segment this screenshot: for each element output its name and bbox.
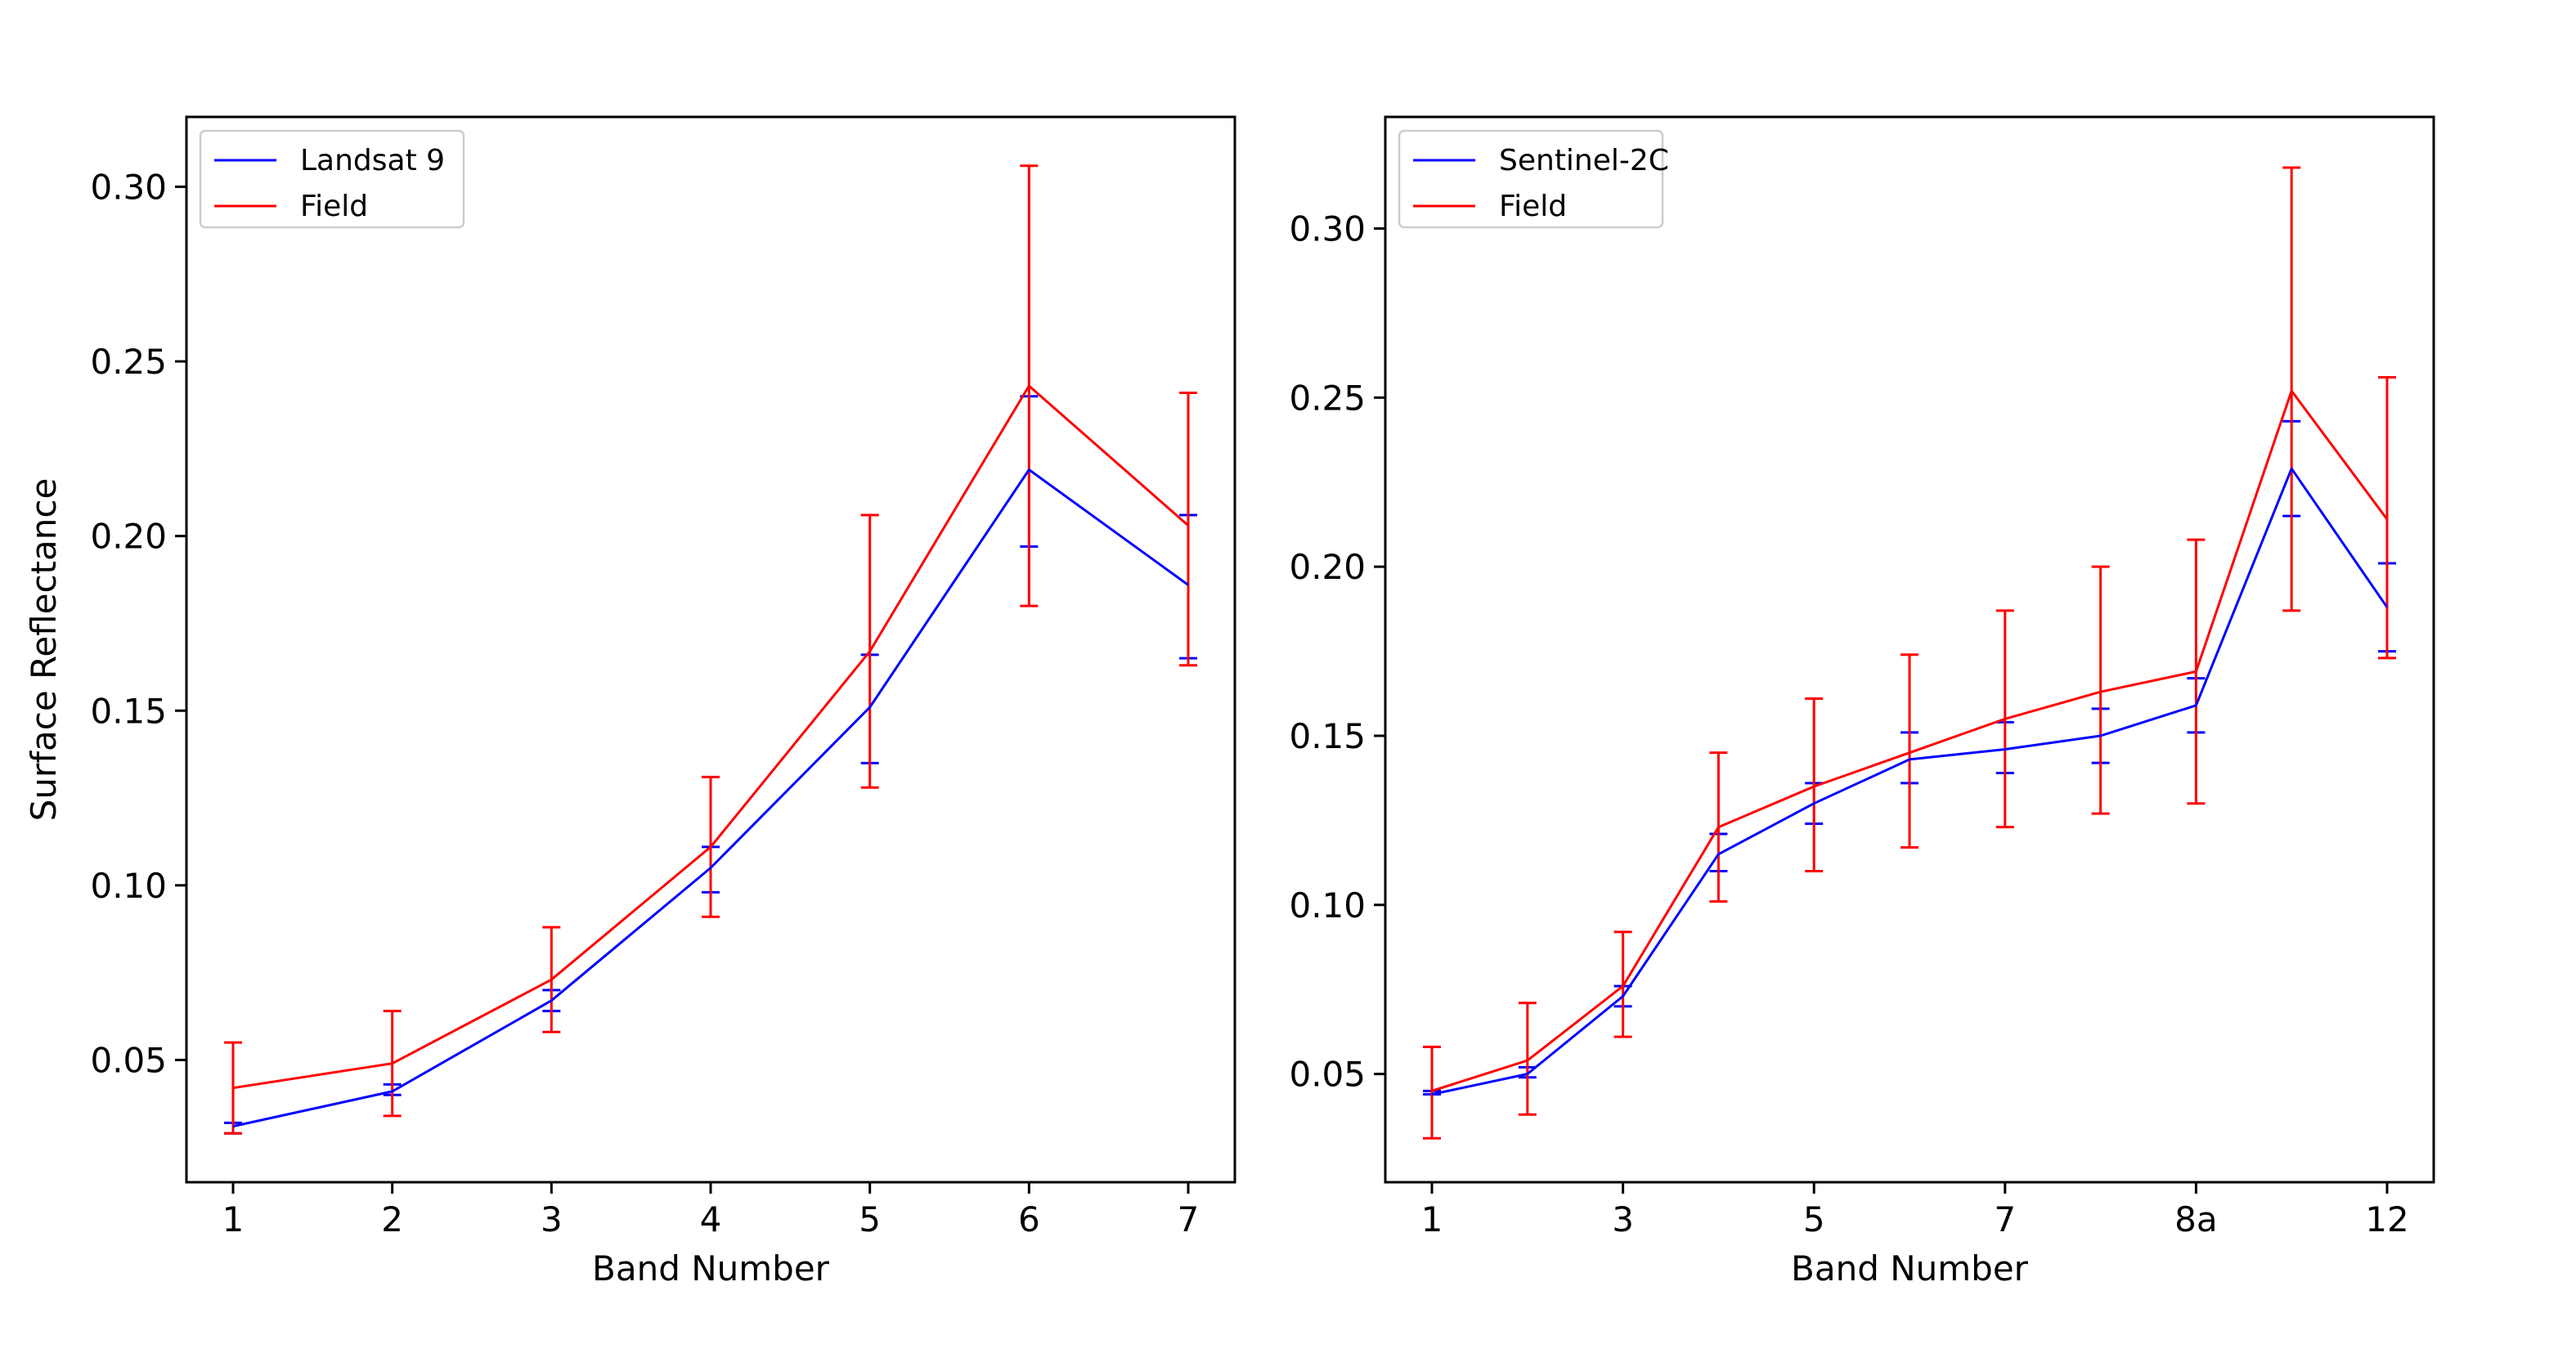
legend-label-sentinel-2c: Sentinel-2C (1499, 144, 1669, 177)
y-tick-label: 0.10 (1289, 885, 1366, 925)
series-line-field (232, 384, 1189, 1090)
y-tick-label: 0.25 (1289, 378, 1366, 418)
x-tick-label: 3 (1612, 1199, 1634, 1239)
x-tick-label: 8a (2174, 1199, 2217, 1239)
legend-landsat: Landsat 9 Field (199, 129, 465, 229)
x-tick-label: 4 (700, 1199, 722, 1239)
x-tick-label: 3 (541, 1199, 563, 1239)
y-axis-label-landsat: Surface Reflectance (24, 478, 64, 822)
series-line-field (1431, 389, 2389, 1092)
y-tick-label: 0.20 (90, 517, 167, 557)
x-axis-label-sentinel: Band Number (1791, 1248, 2029, 1288)
y-tick-label: 0.15 (1289, 716, 1366, 756)
plot-frame-sentinel (1384, 115, 2435, 1184)
chart-landsat: 0.05 0.10 0.15 0.20 0.25 0.30 1 2 3 4 5 6 7 Band Num… (24, 115, 1236, 1288)
y-tick-label: 0.25 (90, 342, 167, 382)
chart-landsat-content: 0.05 0.10 0.15 0.20 0.25 0.30 1 2 3 4 5 6 7 (90, 164, 1200, 1239)
x-tick-label: 5 (1803, 1199, 1825, 1239)
x-tick-label: 1 (1421, 1199, 1443, 1239)
x-tick-label: 1 (222, 1199, 245, 1239)
legend-label-landsat-9: Landsat 9 (300, 144, 445, 177)
legend-box (1398, 129, 1664, 229)
y-tick-label: 0.30 (1289, 209, 1366, 249)
y-tick-label: 0.20 (1289, 547, 1366, 587)
x-tick-label: 12 (2365, 1199, 2408, 1239)
x-tick-label: 7 (1994, 1199, 2016, 1239)
plot-frame-landsat (185, 115, 1236, 1184)
y-tick-label: 0.30 (90, 167, 167, 207)
chart-sentinel: 0.05 0.10 0.15 0.20 0.25 0.30 1 3 5 7 8a 12 Band Nu… (1289, 115, 2435, 1288)
x-tick-label: 5 (859, 1199, 881, 1239)
legend-box (199, 129, 465, 229)
legend-label-field: Field (1499, 190, 1567, 223)
y-tick-label: 0.05 (1289, 1055, 1366, 1095)
series-line-satellite (1431, 467, 2389, 1096)
y-tick-label: 0.10 (90, 866, 167, 906)
x-axis-label-landsat: Band Number (592, 1248, 830, 1288)
legend-label-field: Field (300, 190, 368, 223)
legend-sentinel: Sentinel-2C Field (1398, 129, 1669, 229)
x-tick-label: 2 (381, 1199, 403, 1239)
x-tick-label: 7 (1178, 1199, 1200, 1239)
y-tick-label: 0.15 (90, 691, 167, 731)
series-line-satellite (232, 468, 1189, 1128)
y-tick-label: 0.05 (90, 1040, 167, 1080)
x-tick-label: 6 (1018, 1199, 1040, 1239)
chart-sentinel-content: 0.05 0.10 0.15 0.20 0.25 0.30 1 3 5 7 8a 12 (1289, 166, 2409, 1239)
